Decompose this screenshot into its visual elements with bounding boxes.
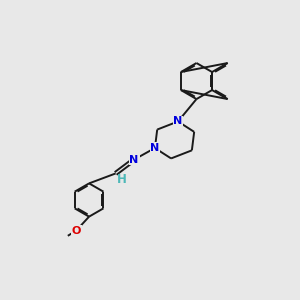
Text: N: N [150, 143, 160, 153]
Text: O: O [72, 226, 81, 236]
Text: H: H [117, 173, 127, 186]
Text: N: N [130, 154, 139, 165]
Text: N: N [173, 116, 183, 127]
